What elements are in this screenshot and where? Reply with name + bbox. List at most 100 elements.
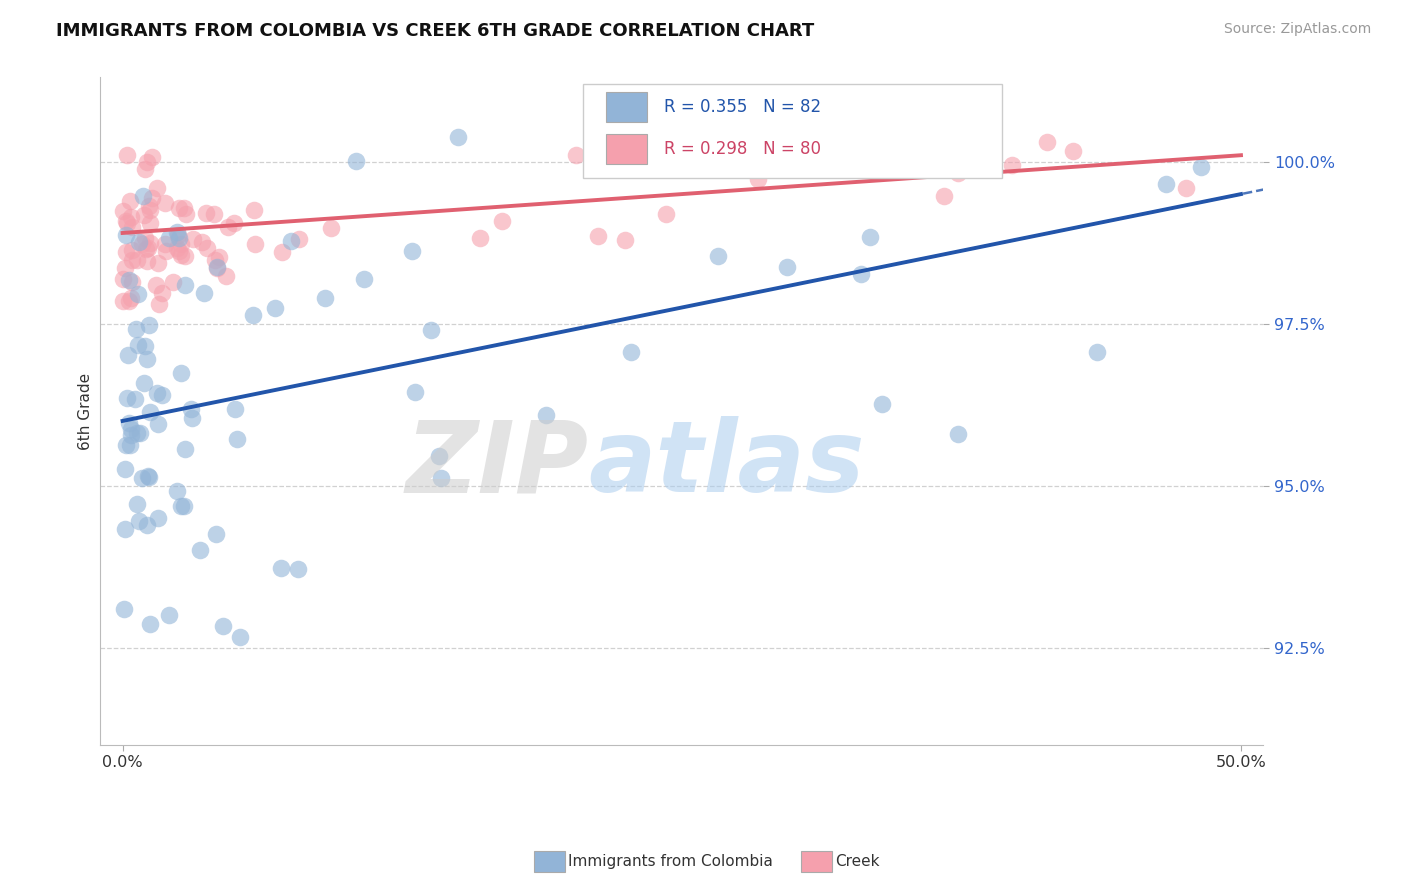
Point [174, 442, 197, 456]
Text: R = 0.355   N = 82: R = 0.355 N = 82 [664, 98, 821, 116]
Point [229, 630, 252, 644]
Point [470, 231, 492, 245]
Point [430, 471, 453, 485]
Point [136, 155, 159, 169]
Point [125, 253, 148, 268]
Point [146, 511, 169, 525]
Text: IMMIGRANTS FROM COLOMBIA VS CREEK 6TH GRADE CORRELATION CHART: IMMIGRANTS FROM COLOMBIA VS CREEK 6TH GR… [56, 22, 814, 40]
Point [127, 338, 149, 352]
Point [401, 244, 423, 258]
Point [136, 352, 159, 367]
Point [167, 201, 190, 215]
Point [153, 236, 176, 251]
Point [859, 229, 882, 244]
Point [146, 180, 169, 194]
Point [852, 135, 875, 149]
Point [120, 291, 142, 305]
Point [188, 543, 211, 558]
Point [344, 154, 367, 169]
Point [167, 244, 190, 258]
Text: ZIP: ZIP [406, 416, 589, 513]
Point [131, 237, 153, 252]
Point [138, 469, 160, 483]
Point [155, 244, 177, 259]
Text: R = 0.298   N = 80: R = 0.298 N = 80 [664, 140, 821, 158]
Point [207, 260, 229, 275]
Point [215, 269, 238, 284]
Point [932, 189, 955, 203]
Point [851, 267, 873, 281]
Point [128, 514, 150, 528]
Bar [801, 851, 832, 872]
Point [204, 253, 226, 268]
Point [167, 230, 190, 244]
Point [118, 273, 141, 287]
Point [139, 216, 162, 230]
Point [427, 449, 450, 463]
Point [1085, 345, 1108, 359]
Point [1174, 181, 1197, 195]
Point [112, 272, 135, 286]
Point [946, 166, 969, 180]
Point [114, 438, 136, 452]
Point [1062, 144, 1084, 158]
Point [404, 385, 426, 400]
Point [153, 196, 176, 211]
Text: Source: ZipAtlas.com: Source: ZipAtlas.com [1223, 22, 1371, 37]
Point [747, 171, 769, 186]
Point [872, 397, 894, 411]
Point [208, 250, 231, 264]
Point [157, 231, 180, 245]
Point [121, 244, 143, 258]
Point [664, 122, 686, 136]
Point [114, 227, 136, 242]
Point [207, 260, 229, 274]
Point [586, 229, 609, 244]
Point [217, 220, 239, 235]
Point [157, 608, 180, 623]
Point [115, 214, 138, 228]
Bar [534, 851, 565, 872]
Point [132, 189, 155, 203]
Point [128, 235, 150, 249]
Point [111, 293, 134, 308]
Point [162, 275, 184, 289]
Point [134, 339, 156, 353]
Point [193, 285, 215, 300]
Text: Immigrants from Colombia: Immigrants from Colombia [568, 855, 773, 869]
Point [117, 148, 139, 162]
Point [173, 278, 195, 293]
Point [222, 216, 245, 230]
Point [1001, 158, 1024, 172]
Point [120, 194, 142, 208]
Point [226, 432, 249, 446]
Text: Creek: Creek [835, 855, 880, 869]
Point [118, 293, 141, 308]
Point [1154, 177, 1177, 191]
Point [138, 199, 160, 213]
Point [129, 426, 152, 441]
Point [242, 308, 264, 322]
Point [166, 227, 188, 242]
Point [152, 286, 174, 301]
Text: atlas: atlas [589, 416, 865, 513]
Point [141, 150, 163, 164]
Point [148, 297, 170, 311]
Point [195, 241, 218, 255]
Point [173, 499, 195, 513]
Point [174, 207, 197, 221]
Point [121, 253, 143, 268]
Point [138, 241, 160, 255]
Point [125, 322, 148, 336]
Point [181, 410, 204, 425]
Point [270, 560, 292, 574]
Point [353, 272, 375, 286]
FancyBboxPatch shape [583, 84, 1001, 178]
Point [131, 471, 153, 485]
Point [170, 499, 193, 513]
Point [124, 392, 146, 407]
Point [321, 220, 343, 235]
Point [1189, 161, 1212, 175]
Point [146, 256, 169, 270]
Point [135, 242, 157, 256]
